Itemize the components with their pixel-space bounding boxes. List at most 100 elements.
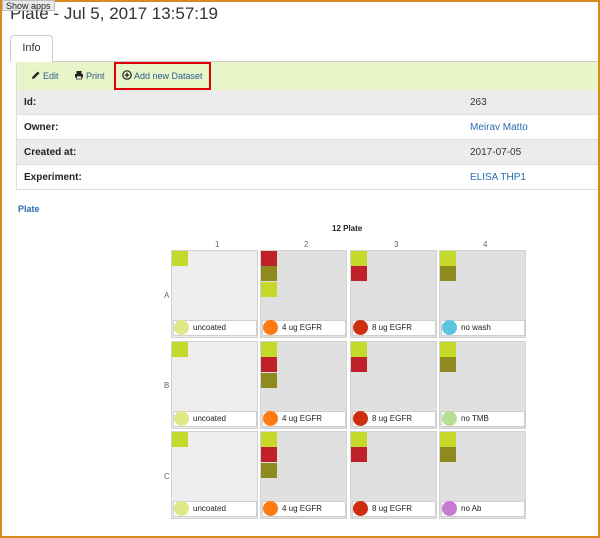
sample-square <box>440 432 456 447</box>
sample-square <box>440 342 456 357</box>
condition-dot-icon <box>174 411 189 426</box>
add-new-dataset-button[interactable]: Add new Dataset <box>114 62 211 90</box>
row-label: B <box>164 381 170 390</box>
condition-dot-icon <box>353 411 368 426</box>
plus-circle-icon <box>122 70 132 80</box>
well-caption: uncoated <box>173 501 257 517</box>
sample-square <box>351 447 367 462</box>
plate-name: 12 Plate <box>332 224 363 233</box>
sample-square <box>351 432 367 447</box>
well-caption-text: uncoated <box>193 323 226 332</box>
sample-square <box>440 357 456 372</box>
sample-square <box>172 432 188 447</box>
plate-well[interactable]: 8 ug EGFR <box>350 341 437 429</box>
plate-well[interactable]: uncoated <box>171 341 258 429</box>
page-title: Plate - Jul 5, 2017 13:57:19 <box>10 4 218 23</box>
sample-square <box>261 463 277 478</box>
sample-square <box>440 251 456 266</box>
condition-dot-icon <box>442 320 457 335</box>
field-row-id: Id: 263 <box>17 90 598 115</box>
well-caption: 8 ug EGFR <box>352 501 436 517</box>
sample-square <box>261 282 277 297</box>
well-caption: 4 ug EGFR <box>262 411 346 427</box>
add-new-dataset-label: Add new Dataset <box>134 71 203 81</box>
well-caption: no wash <box>441 320 525 336</box>
sample-square <box>261 447 277 462</box>
well-caption-text: 4 ug EGFR <box>282 414 323 423</box>
field-row-experiment: Experiment: ELISA THP1 <box>17 165 598 190</box>
sample-square <box>261 266 277 281</box>
well-caption: no Ab <box>441 501 525 517</box>
plate-well[interactable]: no wash <box>439 250 526 338</box>
well-caption-text: uncoated <box>193 504 226 513</box>
sample-square <box>261 342 277 357</box>
tab-info[interactable]: Info <box>10 35 53 62</box>
printer-icon <box>75 71 83 80</box>
sample-square <box>351 342 367 357</box>
condition-dot-icon <box>174 501 189 516</box>
well-caption: 8 ug EGFR <box>352 320 436 336</box>
column-label: 3 <box>394 240 399 249</box>
plate-well[interactable]: 8 ug EGFR <box>350 250 437 338</box>
print-button[interactable]: Print <box>74 62 105 90</box>
well-caption: 8 ug EGFR <box>352 411 436 427</box>
condition-dot-icon <box>353 320 368 335</box>
experiment-link[interactable]: ELISA THP1 <box>470 172 526 183</box>
info-panel: Edit Print Add new Dataset Id: 263 Owner… <box>16 62 598 190</box>
field-label-owner: Owner: <box>24 122 59 133</box>
plate-well[interactable]: no TMB <box>439 341 526 429</box>
well-caption-text: no wash <box>461 323 491 332</box>
plate-well[interactable]: 8 ug EGFR <box>350 431 437 519</box>
well-caption-text: no Ab <box>461 504 482 513</box>
condition-dot-icon <box>263 320 278 335</box>
well-caption: 4 ug EGFR <box>262 320 346 336</box>
well-caption: 4 ug EGFR <box>262 501 346 517</box>
plate-well[interactable]: uncoated <box>171 431 258 519</box>
well-caption-text: uncoated <box>193 414 226 423</box>
condition-dot-icon <box>263 411 278 426</box>
field-label-created: Created at: <box>24 147 77 158</box>
plate-well[interactable]: uncoated <box>171 250 258 338</box>
edit-label: Edit <box>43 71 59 81</box>
show-apps-button[interactable]: Show apps <box>2 0 55 11</box>
sample-square <box>172 342 188 357</box>
sample-square <box>261 373 277 388</box>
condition-dot-icon <box>353 501 368 516</box>
field-label-experiment: Experiment: <box>24 172 82 183</box>
well-caption: uncoated <box>173 411 257 427</box>
column-label: 1 <box>215 240 220 249</box>
tab-strip: Info <box>10 35 598 62</box>
column-label: 2 <box>304 240 309 249</box>
well-caption-text: 8 ug EGFR <box>372 504 413 513</box>
plate-well[interactable]: 4 ug EGFR <box>260 250 347 338</box>
edit-button[interactable]: Edit <box>31 62 59 90</box>
plate-well[interactable]: 4 ug EGFR <box>260 431 347 519</box>
well-caption-text: 8 ug EGFR <box>372 414 413 423</box>
toolbar: Edit Print Add new Dataset <box>17 62 598 90</box>
condition-dot-icon <box>174 320 189 335</box>
field-value-created: 2017-07-05 <box>470 147 522 158</box>
sample-square <box>172 251 188 266</box>
plate-well[interactable]: no Ab <box>439 431 526 519</box>
sample-square <box>351 251 367 266</box>
pencil-icon <box>32 71 40 79</box>
well-caption-text: 4 ug EGFR <box>282 504 323 513</box>
sample-square <box>351 357 367 372</box>
well-caption: uncoated <box>173 320 257 336</box>
column-label: 4 <box>483 240 488 249</box>
well-caption-text: no TMB <box>461 414 489 423</box>
field-row-owner: Owner: Meirav Matto <box>17 115 598 140</box>
field-label-id: Id: <box>24 97 37 108</box>
well-caption-text: 4 ug EGFR <box>282 323 323 332</box>
condition-dot-icon <box>442 501 457 516</box>
row-label: A <box>164 291 170 300</box>
sample-square <box>440 266 456 281</box>
plate-section-link[interactable]: Plate <box>18 204 40 214</box>
field-value-id: 263 <box>470 97 487 108</box>
field-row-created: Created at: 2017-07-05 <box>17 140 598 165</box>
owner-link[interactable]: Meirav Matto <box>470 122 528 133</box>
row-label: C <box>164 472 170 481</box>
plate-well[interactable]: 4 ug EGFR <box>260 341 347 429</box>
condition-dot-icon <box>263 501 278 516</box>
sample-square <box>261 251 277 266</box>
